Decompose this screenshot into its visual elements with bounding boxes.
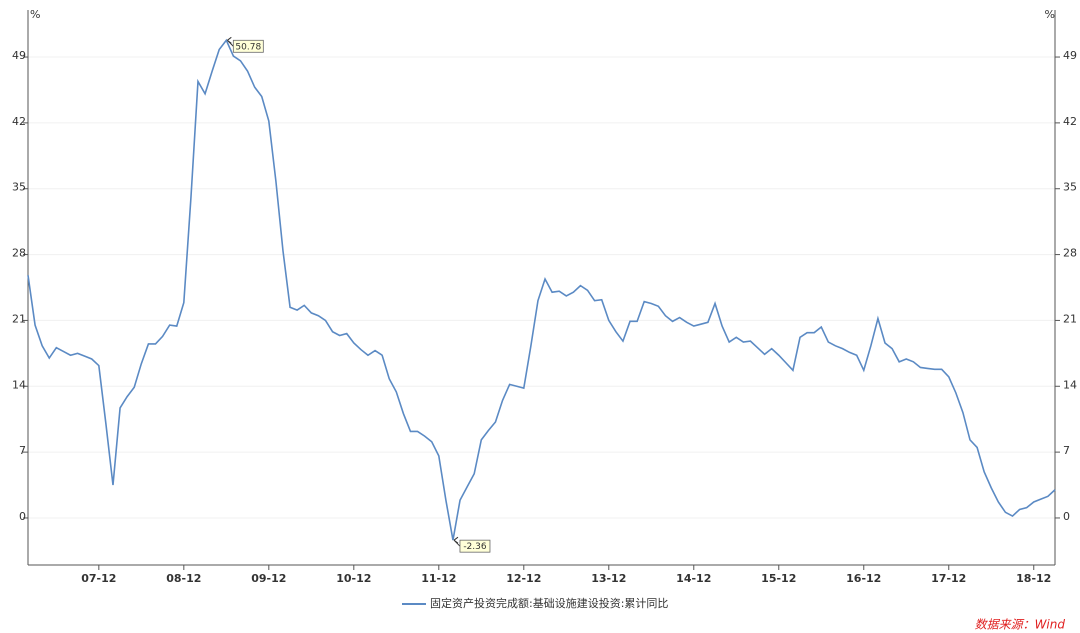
y-tick-label: 7 xyxy=(19,444,26,457)
legend-label: 固定资产投资完成额:基础设施建设投资:累计同比 xyxy=(430,596,668,610)
y-tick-label: 42 xyxy=(12,115,26,128)
y-tick-label: 35 xyxy=(12,181,26,194)
y2-unit: % xyxy=(1045,8,1055,21)
y-tick-label: 14 xyxy=(12,378,26,391)
series-line xyxy=(27,38,1056,541)
x-tick-label: 16-12 xyxy=(846,572,881,585)
data-label: 50.78 xyxy=(235,42,261,52)
y-tick-label: 0 xyxy=(19,510,26,523)
y2-tick-label: 21 xyxy=(1063,312,1077,325)
x-tick-label: 15-12 xyxy=(761,572,796,585)
x-tick-label: 18-12 xyxy=(1016,572,1051,585)
x-tick-label: 12-12 xyxy=(506,572,541,585)
label-box xyxy=(232,39,264,53)
y2-tick-label: 42 xyxy=(1063,115,1077,128)
x-tick-label: 08-12 xyxy=(166,572,201,585)
x-tick-label: 14-12 xyxy=(676,572,711,585)
y2-tick-label: 0 xyxy=(1063,510,1070,523)
y2-tick-label: 35 xyxy=(1063,181,1077,194)
label-box xyxy=(459,539,491,553)
label-arrow xyxy=(226,36,234,47)
x-tick-label: 17-12 xyxy=(931,572,966,585)
x-tick-label: 10-12 xyxy=(336,572,371,585)
y-tick-label: 49 xyxy=(12,49,26,62)
y-tick-label: 21 xyxy=(12,312,26,325)
y2-tick-label: 7 xyxy=(1063,444,1070,457)
label-arrow xyxy=(453,536,461,547)
x-tick-label: 09-12 xyxy=(251,572,286,585)
y2-tick-label: 49 xyxy=(1063,49,1077,62)
y-unit: % xyxy=(30,8,40,21)
source: 数据来源：Wind xyxy=(975,618,1066,632)
x-tick-label: 07-12 xyxy=(81,572,116,585)
y2-tick-label: 14 xyxy=(1063,378,1077,391)
x-tick-label: 13-12 xyxy=(591,572,626,585)
y2-tick-label: 28 xyxy=(1063,247,1077,260)
y-tick-label: 28 xyxy=(12,247,26,260)
data-label: -2.36 xyxy=(463,542,487,552)
x-tick-label: 11-12 xyxy=(421,572,456,585)
